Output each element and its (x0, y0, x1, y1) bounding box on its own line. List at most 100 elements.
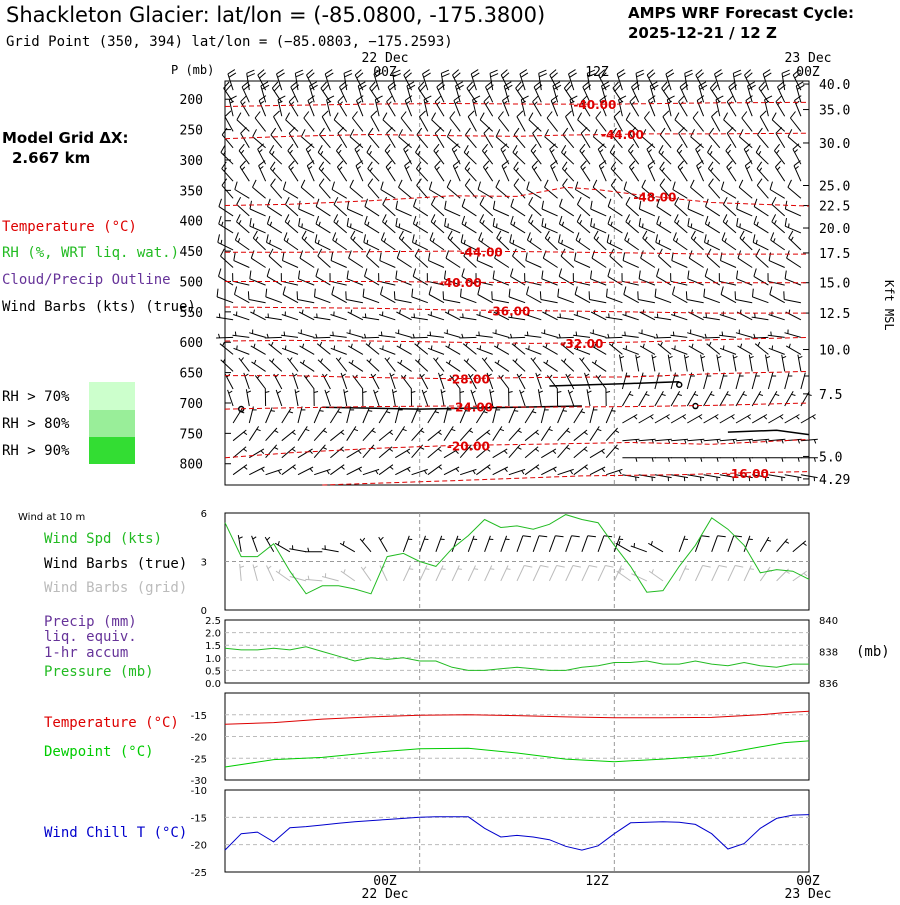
cross-section-wind-barb (517, 374, 525, 389)
cross-section-wind-barb (639, 458, 656, 462)
barb-staff (753, 297, 769, 303)
cross-section-wind-barb (276, 390, 282, 406)
barb-staff (626, 205, 639, 216)
barb-half-feather (291, 102, 294, 105)
cross-section-wind-barb (699, 82, 707, 103)
barb-staff (283, 295, 298, 303)
cross-section-wind-barb (428, 409, 439, 423)
barb-half-feather (270, 222, 271, 226)
barb-half-feather (387, 358, 390, 361)
barb-staff (476, 335, 493, 337)
cross-section-wind-barb (737, 218, 753, 233)
cross-section-wind-barb (349, 360, 363, 371)
barb-half-feather (284, 332, 285, 336)
barb-feather (493, 271, 494, 279)
barb-half-feather (479, 332, 480, 336)
barb-staff (656, 242, 671, 250)
barb-staff (316, 276, 331, 285)
cross-section-wind-barb (330, 447, 344, 458)
barb-half-feather (244, 432, 247, 434)
wind-speed-label: Wind Spd (kts) (44, 531, 162, 547)
barb-staff (233, 335, 250, 337)
cross-section-wind-barb (529, 113, 541, 132)
height-tick-label: 15.0 (819, 277, 850, 292)
barb-half-feather (309, 166, 312, 169)
barb-feather (771, 232, 774, 240)
barb-half-feather (357, 166, 360, 169)
cross-section-wind-barb (368, 162, 379, 181)
barb-feather (663, 111, 669, 117)
barb-half-feather (369, 359, 371, 363)
barb-feather (545, 231, 549, 238)
cross-section-wind-barb (399, 129, 412, 148)
barb-staff (221, 256, 234, 267)
barb-staff (428, 465, 442, 475)
barb-feather (270, 145, 274, 152)
cross-section-wind-barb (250, 310, 265, 320)
barb-feather (240, 161, 246, 167)
barb-feather (241, 127, 247, 133)
barb-feather (539, 74, 547, 77)
cross-section-wind-barb (445, 201, 461, 216)
cross-section-wind-barb (301, 180, 314, 198)
cross-section-wind-barb (785, 458, 802, 462)
barb-feather (447, 180, 451, 187)
barb-feather (283, 253, 284, 261)
barb-feather (785, 218, 786, 226)
barb-half-feather (393, 391, 397, 393)
barb-staff (775, 167, 784, 181)
height-tick-label: 35.0 (819, 104, 850, 119)
cross-section-wind-barb (375, 96, 382, 116)
barb-feather (498, 112, 503, 119)
cross-section-wind-barb (496, 180, 509, 198)
barb-feather (721, 287, 723, 295)
cross-section-wind-barb (688, 201, 704, 216)
barb-half-feather (278, 541, 279, 545)
cross-section-wind-barb (274, 111, 282, 131)
barb-staff (266, 297, 282, 303)
cross-section-wind-barb (301, 129, 314, 148)
legend-rh80: RH > 80% (2, 416, 70, 432)
barb-feather (573, 566, 581, 568)
barb-staff (712, 566, 719, 581)
barb-half-feather (662, 394, 666, 395)
barb-half-feather (673, 332, 674, 336)
cross-section-wind-barb (726, 144, 736, 164)
cross-section-wind-barb (396, 310, 411, 320)
barb-half-feather (229, 391, 233, 393)
barb-staff (560, 207, 574, 216)
barb-staff (622, 391, 631, 406)
cross-section-wind-barb (371, 374, 379, 389)
barb-half-feather (219, 334, 220, 338)
barb-staff (526, 348, 542, 354)
cross-section-wind-barb (285, 197, 298, 216)
cross-section-wind-barb (392, 389, 396, 406)
pressure-tick-label: 350 (180, 184, 203, 199)
cross-section-wind-barb (225, 111, 233, 131)
barb-feather (464, 145, 468, 152)
cross-section-wind-barb (363, 445, 376, 458)
barb-half-feather (254, 360, 255, 364)
barb-half-feather (513, 240, 514, 244)
barb-half-feather (563, 411, 567, 412)
barb-staff (234, 348, 250, 354)
cross-section-wind-barb (643, 231, 655, 250)
barb-staff (383, 205, 396, 216)
barb-half-feather (631, 167, 634, 170)
wind-barb-grid (341, 569, 355, 581)
barb-staff (316, 224, 330, 233)
cross-section-wind-barb (282, 312, 298, 320)
cross-section-wind-barb (284, 232, 298, 250)
barb-feather (540, 291, 541, 299)
barb-feather (235, 287, 237, 295)
cross-section-wind-barb (249, 449, 264, 458)
barb-half-feather (296, 391, 300, 393)
barb-half-feather (498, 360, 499, 364)
barb-staff (785, 475, 802, 478)
chart-title: Shackleton Glacier: lat/lon = (-85.0800,… (6, 3, 545, 27)
barb-staff (580, 358, 591, 371)
barb-staff (787, 258, 801, 267)
barb-half-feather (771, 332, 772, 336)
barb-staff (752, 373, 756, 389)
cross-section-wind-barb (448, 231, 460, 250)
